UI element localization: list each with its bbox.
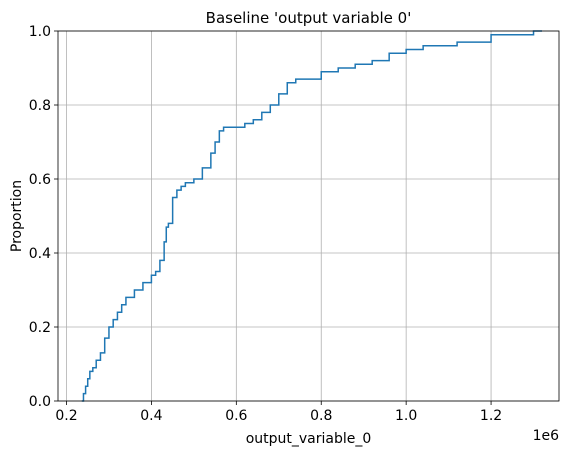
x-tick-label: 0.4	[140, 408, 162, 424]
plot-frame	[57, 30, 560, 402]
y-tick-label: 0.6	[29, 172, 51, 188]
x-axis-offset-label: 1e6	[533, 428, 560, 444]
chart-title: Baseline 'output variable 0'	[206, 9, 412, 27]
y-tick-label: 1.0	[29, 24, 51, 40]
x-tick-label: 0.2	[55, 408, 77, 424]
y-tick-label: 0.4	[29, 246, 51, 262]
y-tick-label: 0.0	[29, 394, 51, 410]
y-tick-label: 0.8	[29, 98, 51, 114]
x-tick-label: 0.6	[225, 408, 247, 424]
x-tick-label: 1.0	[395, 408, 417, 424]
grid	[58, 30, 559, 402]
axis-ticks: 0.2 0.4 0.6 0.8 1.0 1.20.00.20.40.60.81.0	[29, 24, 502, 424]
x-axis-label: output_variable_0	[246, 431, 372, 447]
x-tick-label: 0.8	[310, 408, 332, 424]
y-tick-label: 0.2	[29, 320, 51, 336]
x-tick-label: 1.2	[480, 408, 502, 424]
ecdf-series-line	[81, 30, 543, 402]
y-axis-label: Proportion	[9, 180, 25, 252]
